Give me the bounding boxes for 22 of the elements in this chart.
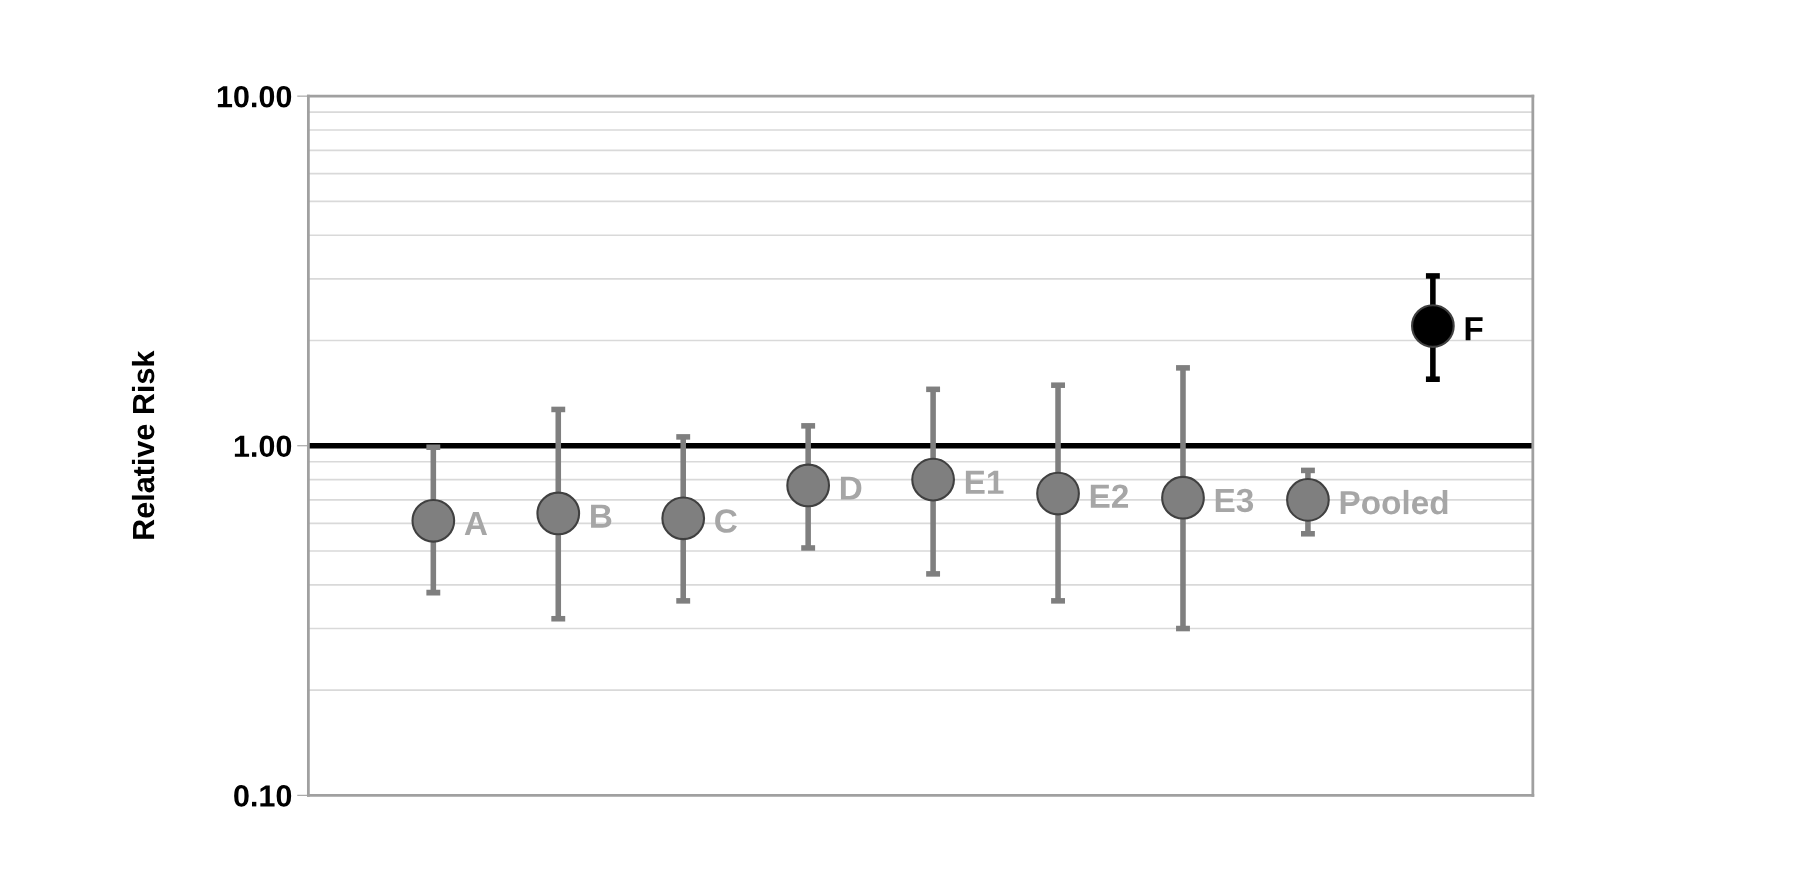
series-label: E1 — [965, 470, 1004, 494]
series-label: E2 — [1090, 484, 1129, 508]
series-label: Pooled — [1340, 489, 1448, 515]
series-label: C — [715, 509, 737, 533]
y-tick-label: 0.10 — [234, 785, 292, 807]
series-label: B — [591, 504, 612, 528]
series-label: E3 — [1215, 488, 1254, 513]
series-label: D — [840, 476, 862, 500]
point — [1161, 475, 1205, 520]
point — [1036, 471, 1080, 516]
series-label: F — [1465, 317, 1483, 341]
point — [1286, 478, 1330, 522]
y-axis-title: Relative Risk — [131, 350, 155, 539]
series-label: A — [464, 512, 488, 535]
y-tick-label: 1.00 — [234, 435, 292, 458]
point — [786, 463, 831, 508]
point — [661, 496, 706, 541]
point — [536, 491, 581, 536]
point — [411, 498, 456, 543]
point — [911, 457, 955, 502]
y-tick-label: 10.00 — [217, 85, 292, 108]
point — [1411, 304, 1455, 348]
